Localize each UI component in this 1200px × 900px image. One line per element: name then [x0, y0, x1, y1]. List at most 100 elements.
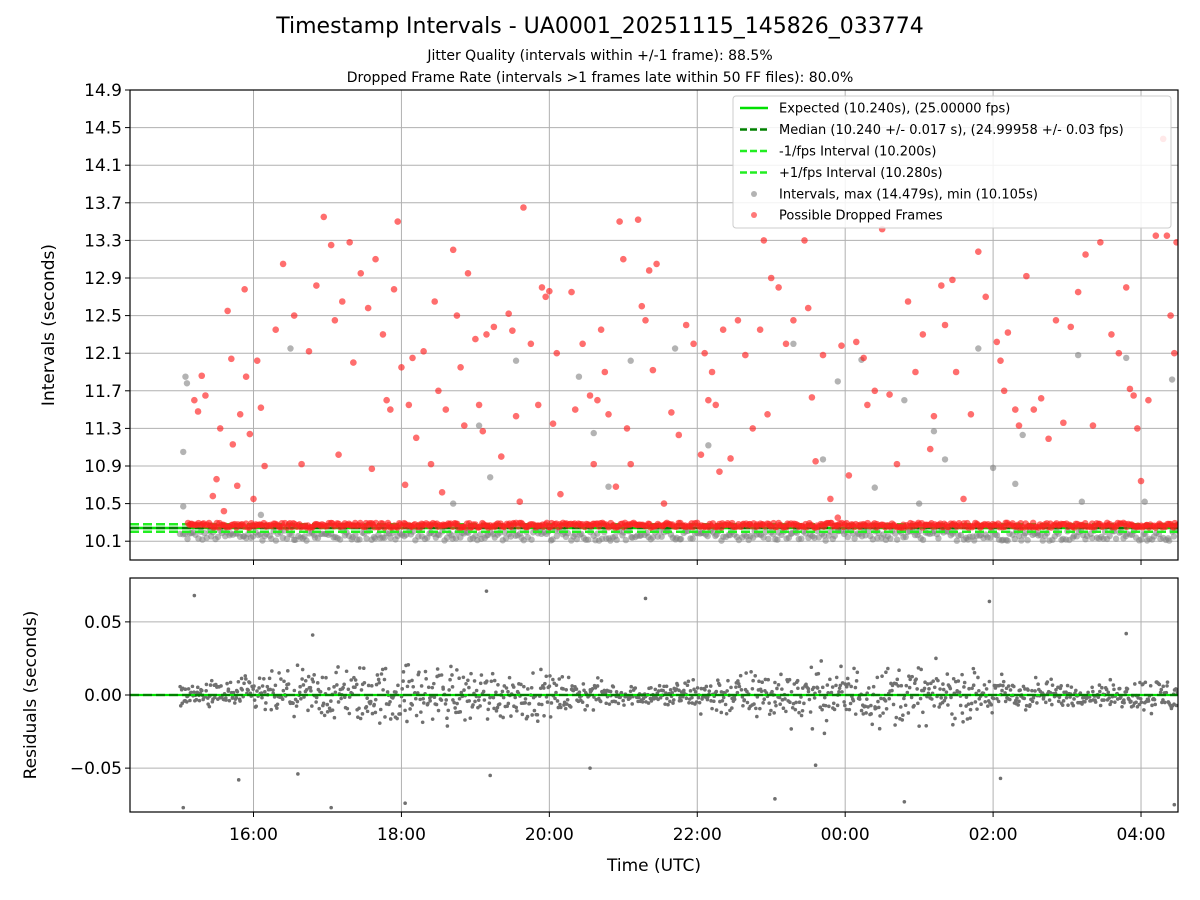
residual-point: [751, 678, 755, 683]
dropped-frame-point: [926, 445, 934, 453]
legend-label-intervals: Intervals, max (14.479s), min (10.105s): [779, 188, 1038, 203]
residual-point: [1165, 684, 1169, 688]
residual-point: [562, 703, 566, 707]
interval-point: [553, 532, 561, 540]
residual-point: [614, 690, 619, 694]
residual-point: [677, 688, 681, 693]
residual-point: [580, 700, 585, 704]
residual-point: [563, 706, 568, 711]
residual-point: [523, 697, 528, 701]
residual-point: [561, 687, 565, 691]
residual-point: [895, 677, 900, 682]
dropped-frame-point: [194, 408, 202, 415]
interval-point: [1106, 532, 1113, 540]
residual-point: [664, 684, 669, 689]
intervals-y-ticks: 10.1 10.5 10.9 11.3 11.7 12.1 12.5 12.9 13.3 13.7…: [84, 81, 130, 552]
interval-point: [182, 373, 189, 380]
residual-point: [1057, 695, 1062, 700]
residual-point: [665, 696, 669, 701]
residual-point: [208, 683, 213, 687]
residual-point: [755, 714, 759, 719]
residual-point: [1069, 685, 1074, 689]
residual-point: [924, 723, 929, 728]
residual-point: [568, 705, 573, 709]
interval-point: [930, 428, 938, 435]
residual-point: [1056, 699, 1061, 704]
interval-point: [450, 500, 457, 507]
residual-point: [195, 685, 200, 690]
residual-point: [448, 677, 452, 682]
residual-point: [815, 686, 820, 690]
residual-point: [417, 670, 421, 675]
residual-point: [742, 698, 747, 702]
dropped-frame-point: [1130, 392, 1137, 399]
residual-point: [188, 698, 192, 703]
residual-point: [379, 672, 384, 676]
residual-point: [1030, 699, 1035, 704]
dropped-frame-point: [198, 372, 206, 380]
residual-point: [964, 695, 969, 699]
residual-point: [269, 707, 274, 712]
residual-point: [341, 685, 345, 690]
interval-point: [987, 534, 994, 541]
residual-point: [838, 683, 843, 688]
residual-point: [1159, 687, 1164, 692]
residual-point: [745, 689, 749, 694]
residual-point: [983, 699, 988, 704]
dropped-frame-point: [860, 354, 867, 362]
residual-point: [284, 686, 289, 691]
dropped-frame-point: [568, 288, 575, 296]
residual-point: [688, 689, 693, 693]
residual-point: [370, 711, 375, 716]
residual-point: [591, 708, 596, 712]
residual-point: [906, 711, 911, 715]
residual-point: [520, 712, 525, 717]
residual-point: [463, 718, 467, 722]
residual-point: [320, 675, 325, 680]
dropped-frame-point: [220, 507, 228, 515]
residual-point: [757, 679, 761, 684]
residual-point: [254, 704, 259, 709]
dropped-frame-point: [229, 441, 237, 448]
residual-point: [311, 680, 316, 684]
residual-point: [929, 681, 933, 686]
interval-point: [975, 345, 982, 352]
dropped-frame-point: [764, 411, 771, 418]
interval-point: [486, 474, 494, 481]
residual-point: [388, 717, 393, 721]
dropped-frame-point: [645, 267, 653, 274]
dropped-frame-point: [864, 401, 871, 409]
residual-point: [787, 677, 792, 682]
residual-point: [322, 713, 327, 718]
residual-point: [891, 702, 896, 707]
residual-point: [452, 700, 456, 705]
residual-point: [900, 718, 905, 722]
residual-point: [599, 678, 604, 683]
dropped-frame-point: [257, 404, 265, 412]
residual-point: [450, 673, 454, 677]
residual-point: [646, 701, 651, 705]
residual-point: [553, 696, 557, 701]
dropped-frame-point: [697, 451, 705, 459]
residual-point: [530, 713, 534, 717]
interval-point: [822, 537, 829, 544]
residual-point: [447, 688, 451, 692]
residual-point: [971, 683, 976, 687]
residual-point: [396, 683, 400, 688]
dropped-frame-point: [775, 284, 782, 291]
residual-point: [236, 679, 241, 684]
interval-point: [831, 532, 839, 540]
interval-point: [575, 373, 583, 380]
residual-point: [522, 684, 526, 689]
residual-point: [855, 670, 860, 675]
residual-point: [865, 697, 869, 701]
residual-point: [932, 685, 937, 690]
residual-point: [506, 701, 511, 706]
residual-point: [1106, 690, 1111, 695]
residual-point: [1008, 688, 1013, 692]
residual-point: [309, 689, 313, 693]
residual-point: [358, 716, 363, 721]
residual-point: [949, 695, 953, 700]
residual-point: [461, 675, 466, 680]
residual-point: [880, 674, 884, 678]
